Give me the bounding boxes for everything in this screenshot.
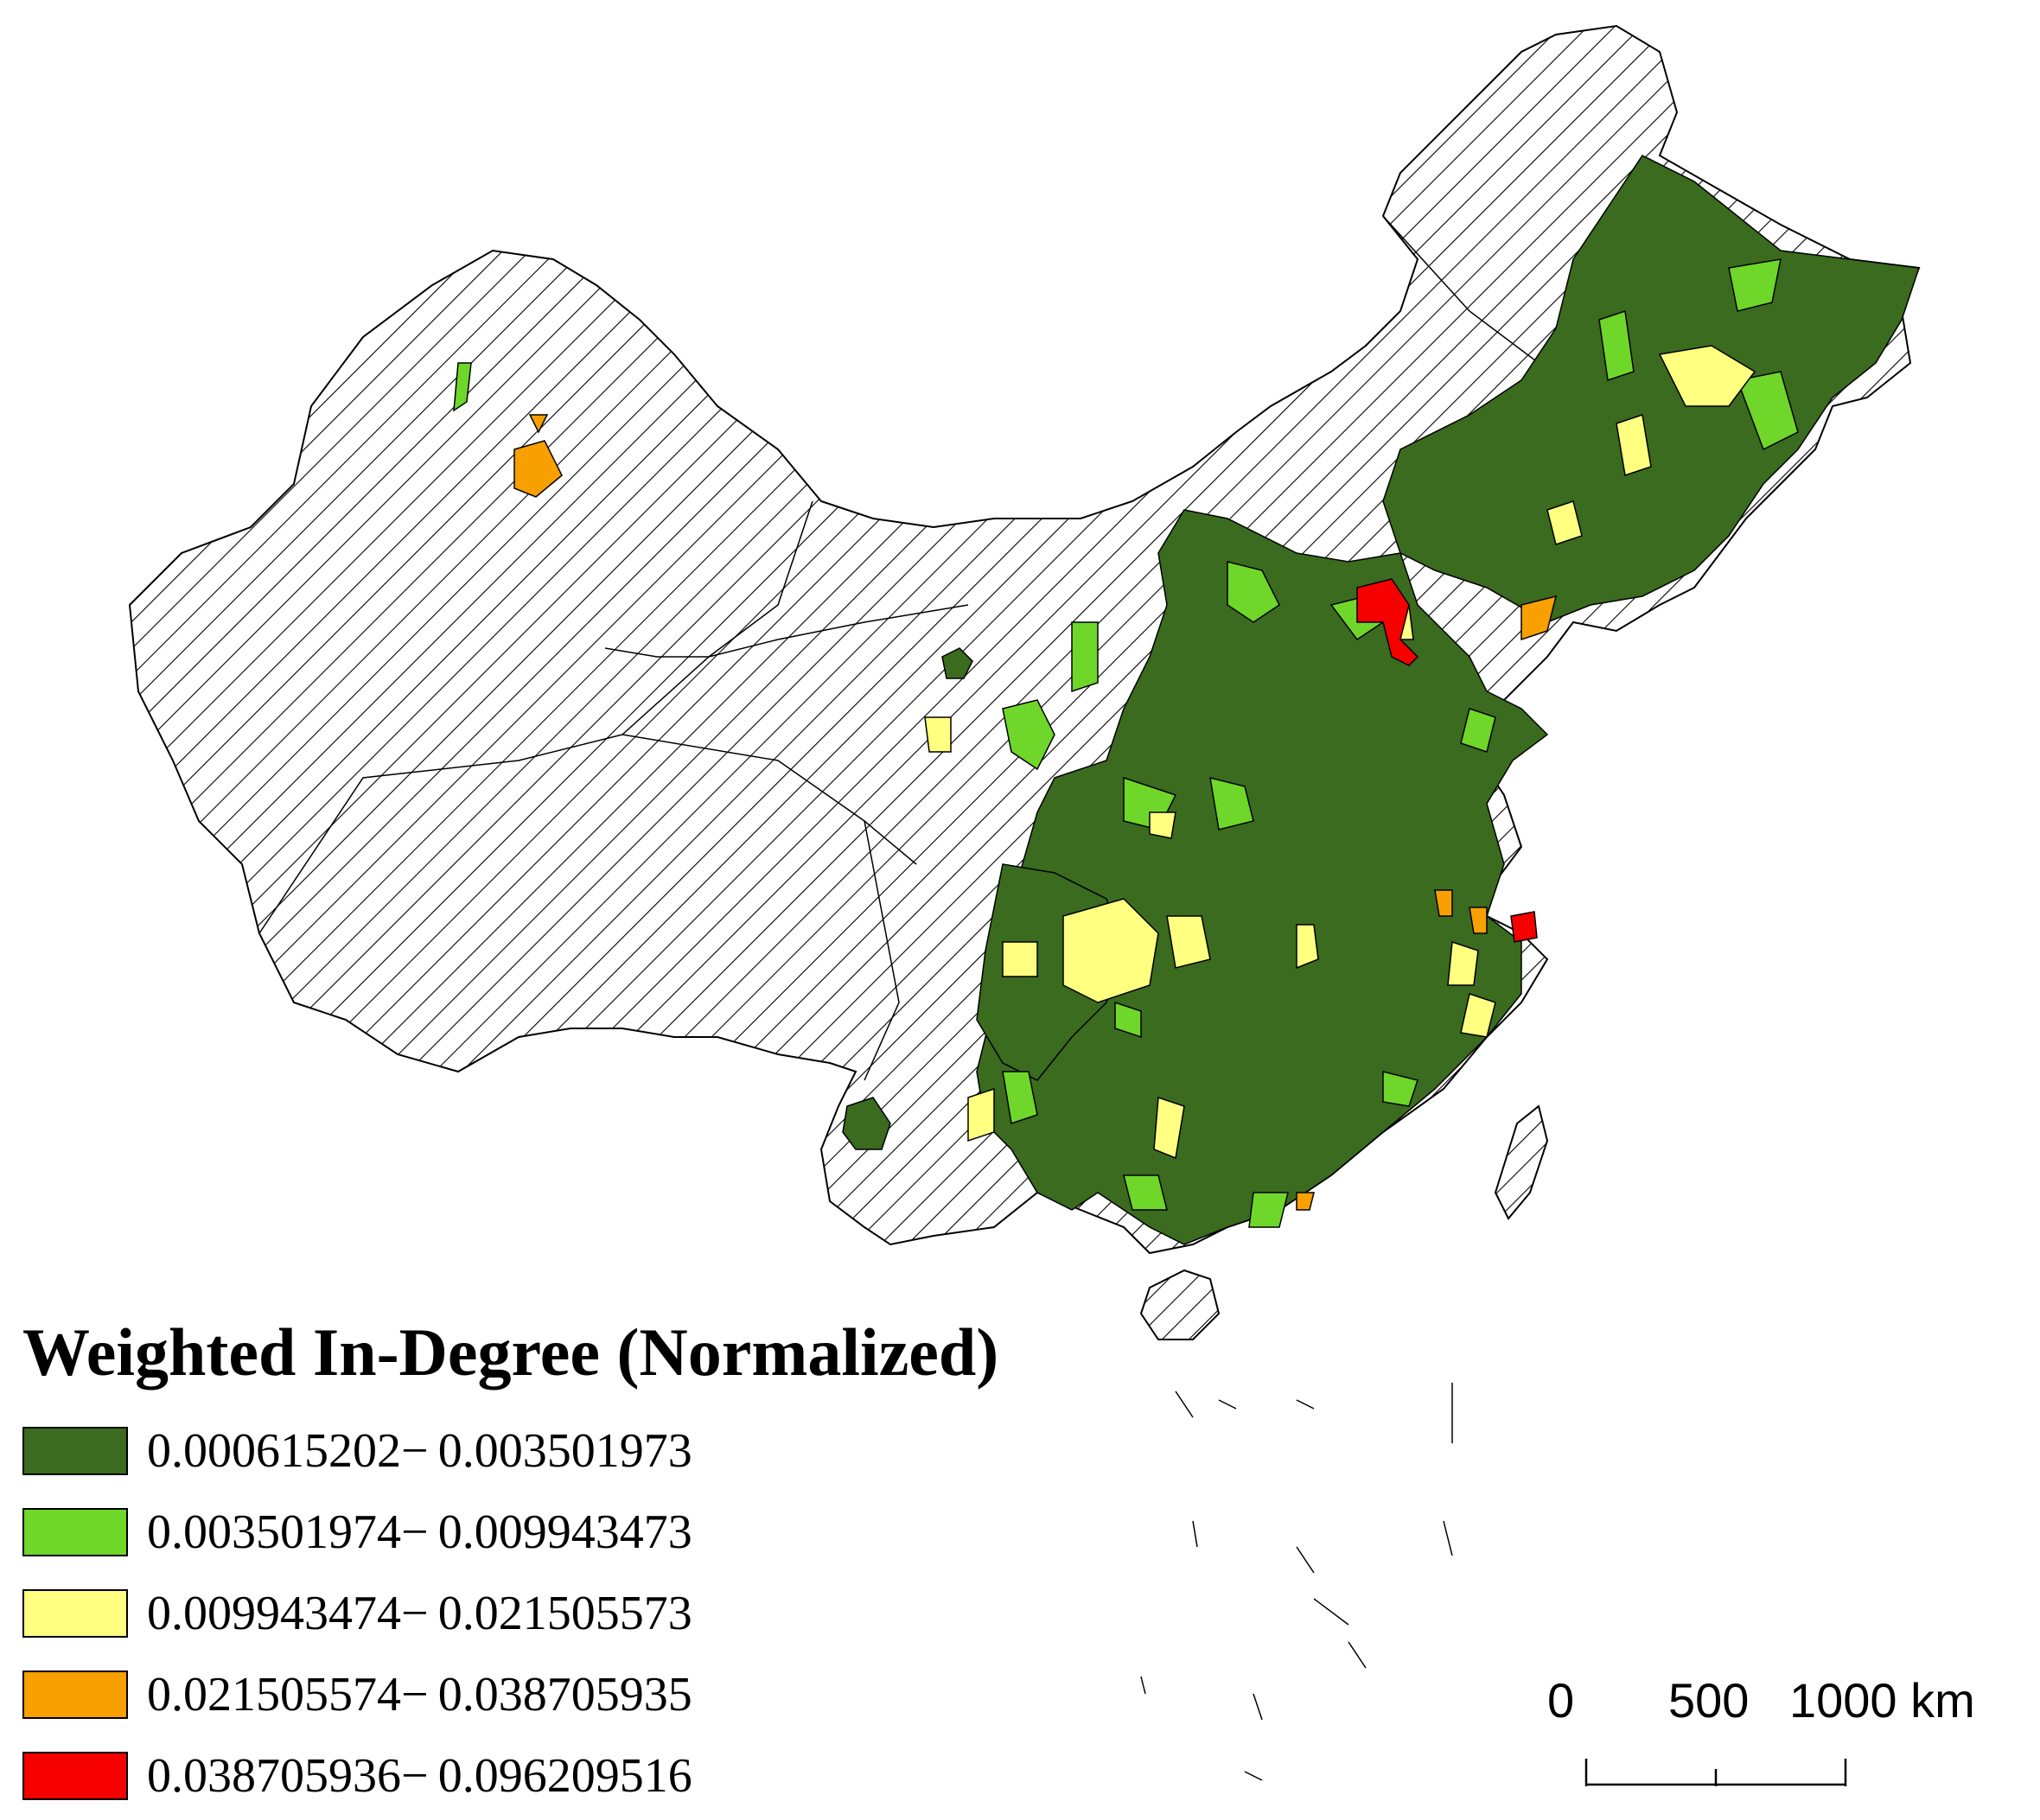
legend-label-class-1: 0.000615202− 0.003501973 <box>147 1424 692 1478</box>
legend-item-class-1: 0.000615202− 0.003501973 <box>22 1424 692 1478</box>
region-class-5 <box>1356 578 1538 943</box>
legend-swatch-class-4 <box>22 1670 128 1719</box>
legend-label-class-4: 0.021505574− 0.038705935 <box>147 1668 692 1721</box>
scale-label-0: 0 <box>1547 1673 1575 1728</box>
legend-item-class-4: 0.021505574− 0.038705935 <box>22 1668 692 1721</box>
legend-label-class-2: 0.003501974− 0.009943473 <box>147 1505 692 1559</box>
hainan-island <box>1139 1269 1221 1340</box>
scale-bar-line <box>1584 1759 1847 1786</box>
legend-item-class-3: 0.009943474− 0.021505573 <box>22 1587 692 1640</box>
region-class-1 <box>976 509 1549 1245</box>
scale-label-1000: 1000 km <box>1789 1673 1975 1728</box>
legend-swatch-class-3 <box>22 1589 128 1638</box>
legend-item-class-2: 0.003501974− 0.009943473 <box>22 1505 692 1559</box>
offshore-islands <box>1140 1383 1453 1781</box>
region-class-4 <box>513 414 1558 1211</box>
legend-title: Weighted In-Degree (Normalized) <box>22 1314 999 1390</box>
region-class-1-northeast <box>1382 155 1921 623</box>
legend-label-class-3: 0.009943474− 0.021505573 <box>147 1587 692 1640</box>
legend-label-class-5: 0.038705936− 0.096209516 <box>147 1749 692 1803</box>
scale-label-500: 500 <box>1668 1673 1750 1728</box>
region-class-1-yunnan-west <box>842 1097 891 1150</box>
legend-swatch-class-1 <box>22 1427 128 1475</box>
legend-swatch-class-5 <box>22 1752 128 1800</box>
scale-bar: 0 500 1000 km <box>1547 1672 1997 1802</box>
taiwan-island <box>1494 1104 1549 1220</box>
legend-swatch-class-2 <box>22 1508 128 1556</box>
region-class-1-gansu <box>941 647 973 679</box>
legend-item-class-5: 0.038705936− 0.096209516 <box>22 1749 692 1803</box>
region-class-3 <box>924 345 1756 1160</box>
